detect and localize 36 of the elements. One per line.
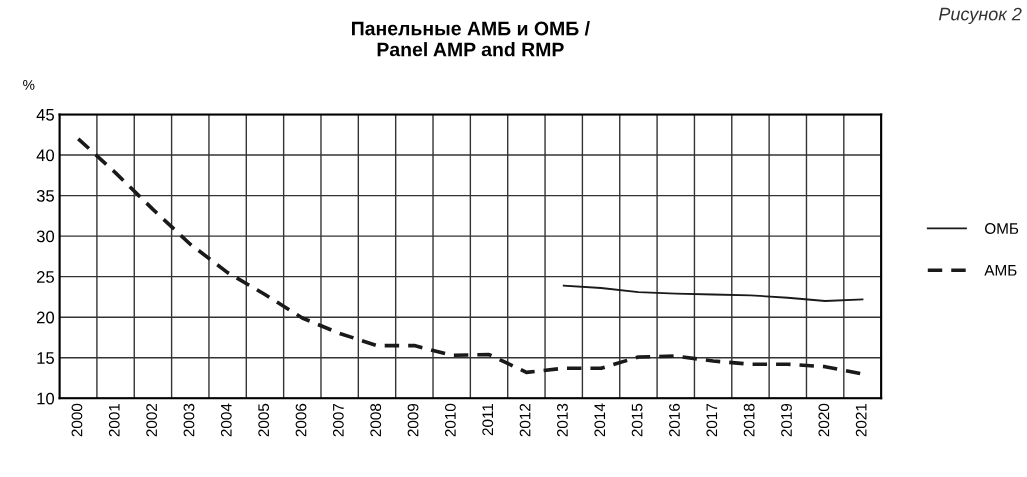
x-tick-label: 2012: [519, 403, 531, 437]
y-tick-label: 10: [37, 392, 55, 405]
x-tick-label: 2020: [818, 403, 830, 437]
legend-label: ОМБ: [985, 223, 1019, 234]
x-tick-label: 2019: [781, 403, 792, 437]
legend-label: АМБ: [984, 265, 1017, 276]
x-tick-label: 2016: [669, 403, 680, 437]
x-tick-label: 2008: [370, 403, 382, 437]
x-tick-label: 2014: [594, 403, 606, 437]
x-tick-label: 2009: [407, 403, 419, 437]
y-tick-label: 15: [37, 352, 55, 364]
x-tick-label: 2017: [706, 403, 718, 437]
x-tick-label: 2004: [220, 403, 232, 437]
x-tick-label: 2018: [743, 403, 755, 437]
text: Рисунок 2: [938, 7, 1022, 24]
x-tick-label: 2006: [295, 403, 307, 437]
y-tick-label: 25: [37, 271, 55, 283]
x-tick-label: 2001: [108, 403, 120, 437]
x-tick-label: 2005: [258, 403, 270, 437]
x-tick-label: 2000: [71, 403, 83, 437]
x-tick-label: 2003: [183, 403, 195, 437]
x-tick-label: 2011: [482, 403, 494, 436]
y-tick-label: 30: [36, 230, 55, 243]
x-tick-label: 2015: [631, 403, 643, 437]
y-tick-label: 20: [37, 311, 55, 324]
x-tick-label: 2021: [855, 403, 867, 437]
y-tick-label: 40: [36, 149, 55, 162]
line-series: [562, 284, 864, 302]
y-tick-label: 45: [36, 109, 55, 121]
x-tick-label: 2007: [332, 403, 344, 437]
chart-title: Панельные АМБ и ОМБ / Panel AMP and RMP: [352, 21, 590, 57]
y-axis-title: %: [23, 80, 35, 90]
x-tick-label: 2013: [557, 403, 568, 437]
y-tick-label: 35: [36, 189, 55, 202]
x-tick-label: 2002: [146, 403, 158, 437]
x-tick-label: 2010: [444, 403, 456, 437]
